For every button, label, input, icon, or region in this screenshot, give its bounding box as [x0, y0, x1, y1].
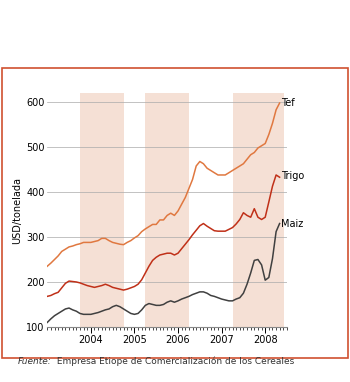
Text: Fuente:: Fuente: [18, 357, 51, 366]
Bar [145, 93, 189, 327]
Text: Tef: Tef [281, 98, 295, 108]
Bar [232, 93, 284, 327]
Y-axis label: USD/tonelada: USD/tonelada [12, 176, 22, 244]
Text: Figura 7.: Figura 7. [18, 15, 80, 28]
Text: Maiz: Maiz [281, 219, 303, 228]
Text: Trigo: Trigo [281, 171, 304, 181]
Text: Empresa Etiope de Comercialización de los Cereales: Empresa Etiope de Comercialización de lo… [54, 357, 294, 366]
Text: Precios de determinados cereales en
Addis Abeba, Etiopía: Precios de determinados cereales en Addi… [66, 15, 301, 43]
Bar [80, 93, 124, 327]
